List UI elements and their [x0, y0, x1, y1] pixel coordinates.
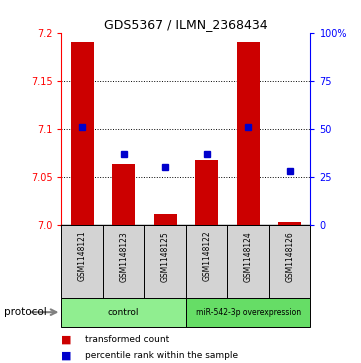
Text: GSM1148126: GSM1148126 [285, 231, 294, 282]
Text: GSM1148122: GSM1148122 [202, 231, 211, 281]
Bar [195, 160, 218, 225]
Bar [144, 225, 186, 298]
Text: ■: ■ [61, 334, 72, 344]
Title: GDS5367 / ILMN_2368434: GDS5367 / ILMN_2368434 [104, 19, 268, 32]
Text: GSM1148124: GSM1148124 [244, 231, 253, 282]
Text: transformed count: transformed count [85, 335, 169, 344]
Text: GSM1148125: GSM1148125 [161, 231, 170, 282]
Text: GSM1148121: GSM1148121 [78, 231, 87, 281]
Bar [237, 42, 260, 225]
Bar [227, 225, 269, 298]
Text: protocol: protocol [4, 307, 46, 317]
Text: ■: ■ [61, 351, 72, 361]
Text: control: control [108, 308, 139, 317]
Bar [269, 225, 310, 298]
Bar [71, 42, 93, 225]
Bar [61, 298, 186, 327]
Text: percentile rank within the sample: percentile rank within the sample [85, 351, 238, 360]
Bar [103, 225, 144, 298]
Bar [154, 213, 177, 225]
Text: GSM1148123: GSM1148123 [119, 231, 128, 282]
Bar [186, 298, 310, 327]
Bar [186, 225, 227, 298]
Text: miR-542-3p overexpression: miR-542-3p overexpression [196, 308, 301, 317]
Bar [112, 164, 135, 225]
Bar [61, 225, 103, 298]
Bar [278, 222, 301, 225]
